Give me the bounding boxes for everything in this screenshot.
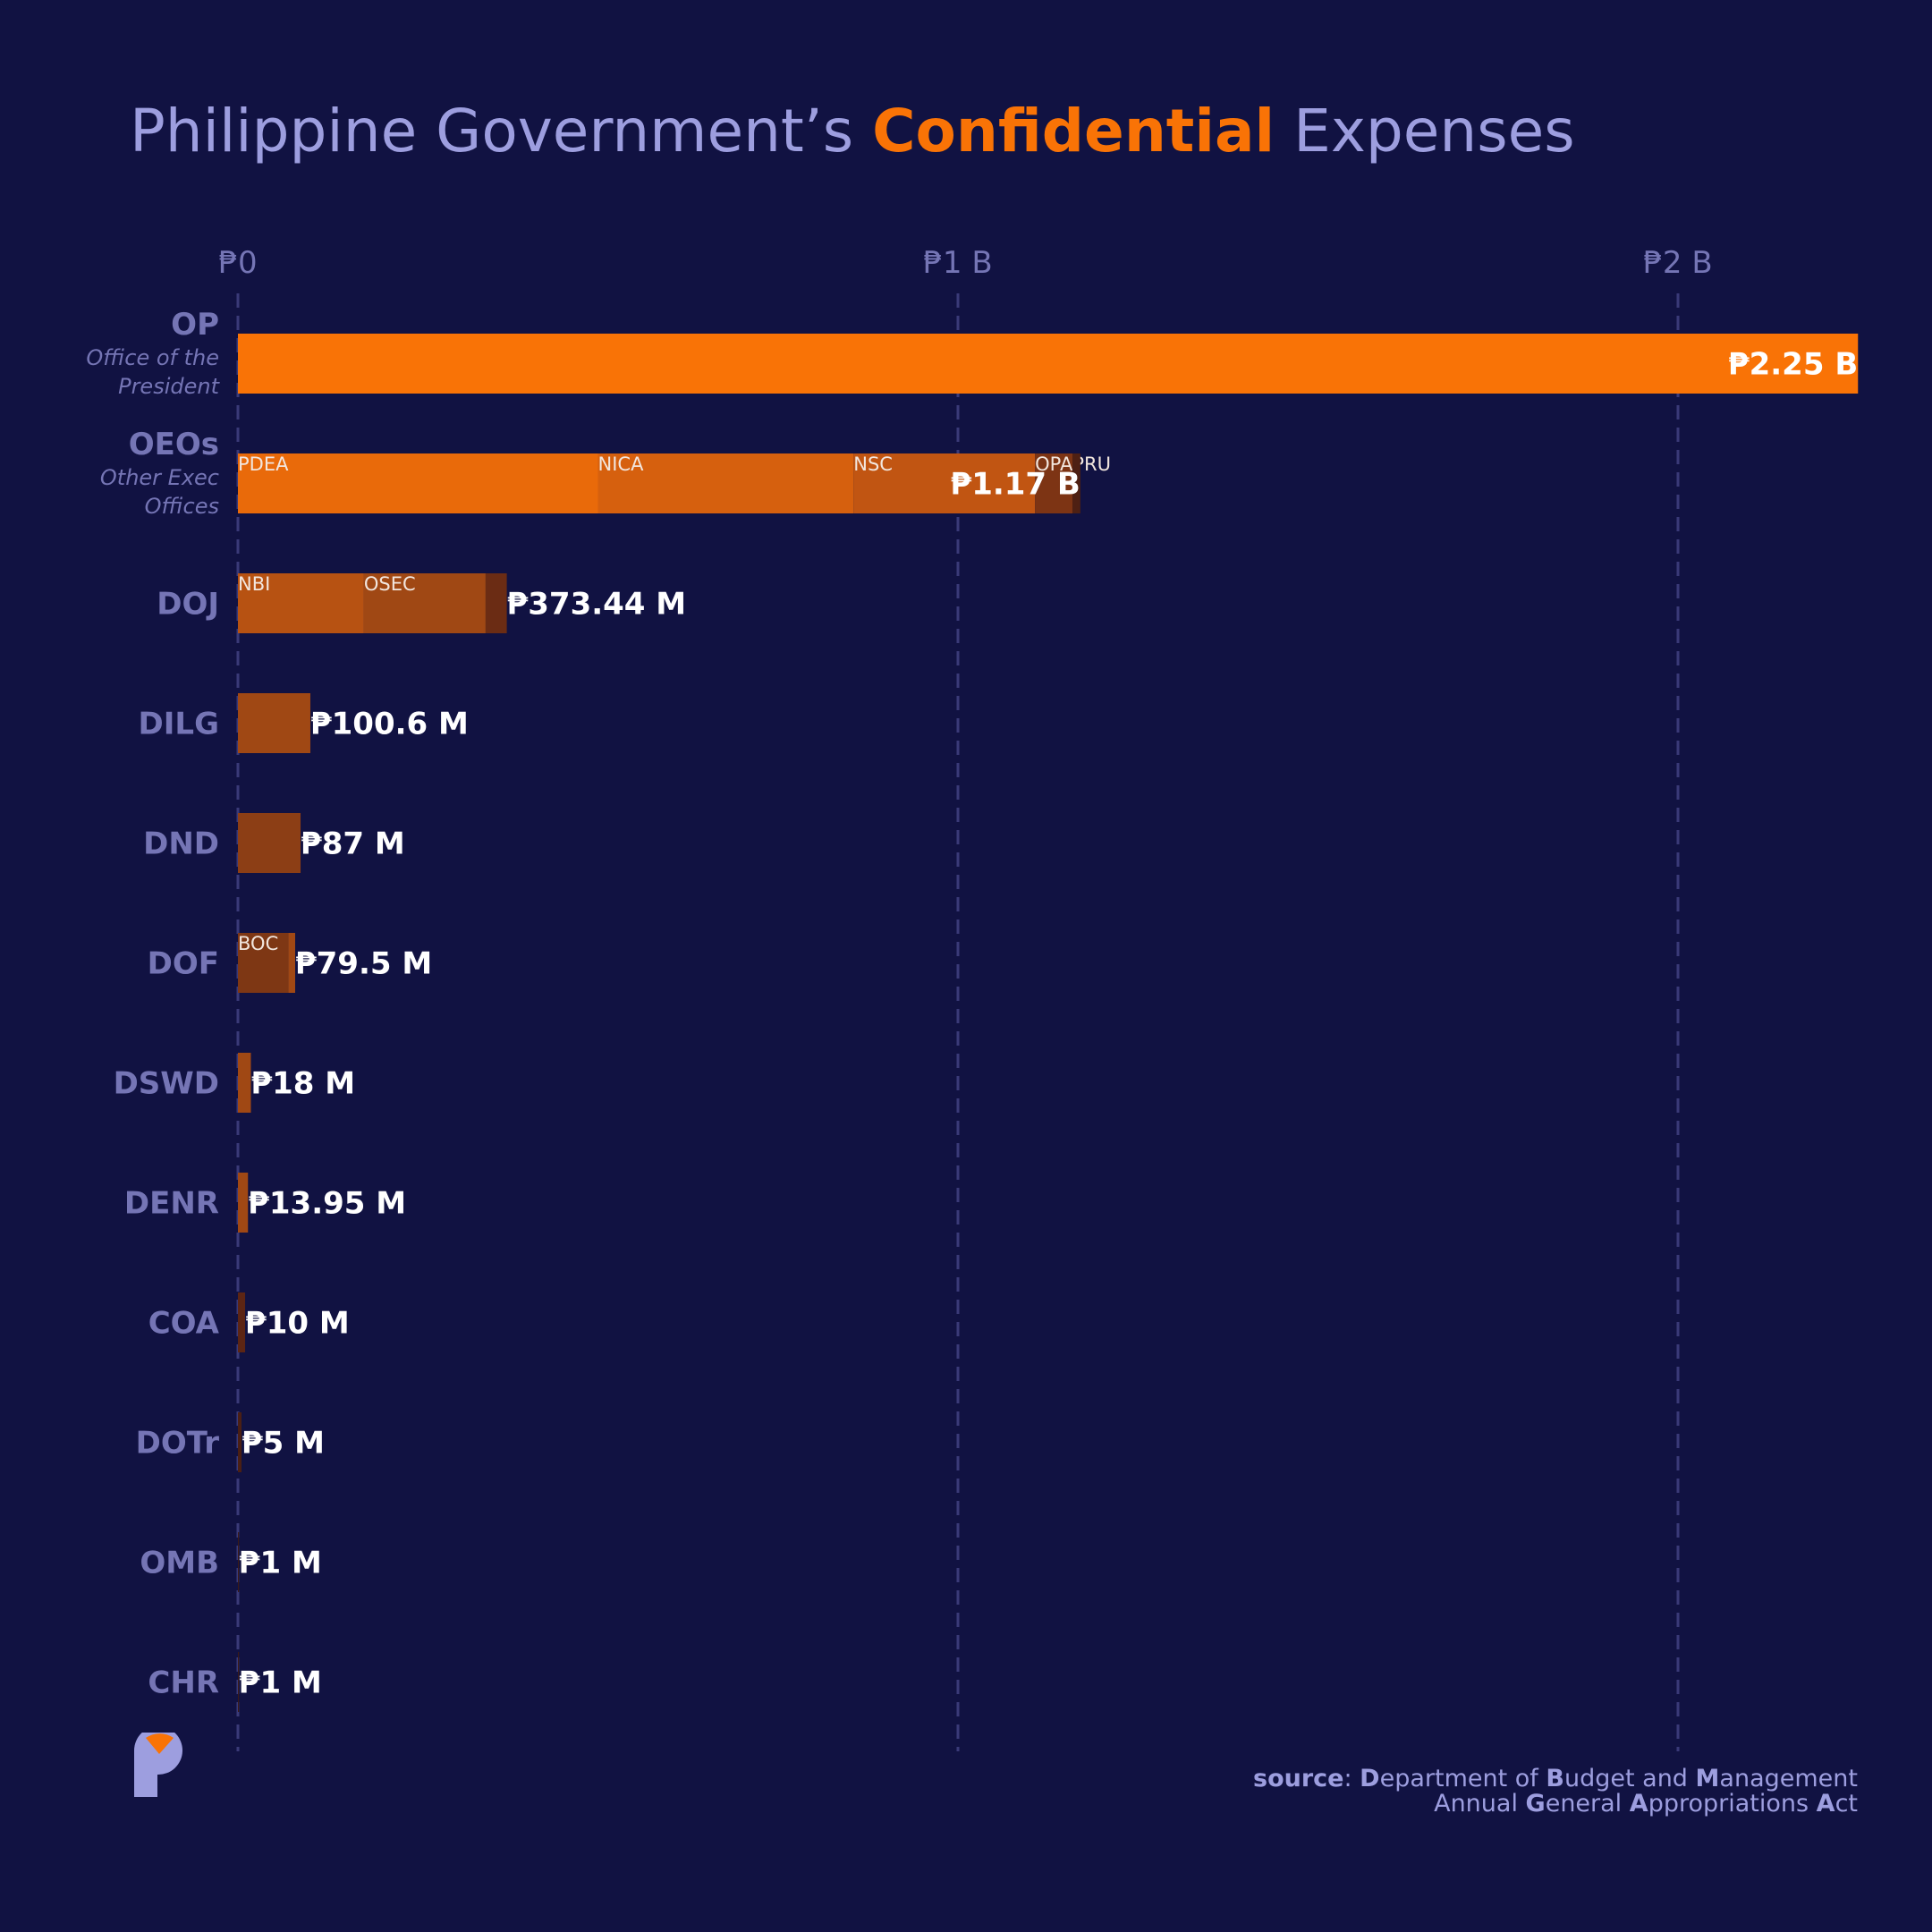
segment-label: NICA (598, 453, 645, 475)
bar-segment (238, 1053, 251, 1113)
segment-label: NBI (238, 573, 270, 595)
bar-segment (853, 453, 1036, 513)
source-text: Annual (1434, 1790, 1526, 1818)
source-text: source (1253, 1765, 1344, 1792)
bar-segment (1035, 453, 1072, 513)
bar-segment (238, 1292, 246, 1352)
bar-segment (1072, 453, 1080, 513)
category-label: DILG (139, 707, 219, 742)
category-sublabel: Offices (145, 494, 219, 519)
source-text: A (1629, 1790, 1648, 1818)
value-label: ₱10 M (245, 1306, 350, 1342)
source-text: ct (1835, 1790, 1858, 1818)
source-text: epartment of (1379, 1765, 1546, 1792)
x-tick-label: ₱0 (218, 245, 257, 281)
category-label: DENR (124, 1186, 219, 1222)
category-label: OEOs (129, 427, 219, 462)
value-label: ₱1.17 B (951, 467, 1080, 503)
bar-segment (238, 453, 598, 513)
source-text: M (1695, 1765, 1720, 1792)
bar-segment (238, 933, 289, 993)
bar-segment (288, 933, 295, 993)
source-text: udget and (1563, 1765, 1696, 1792)
bar-segment (238, 813, 301, 873)
p-logo-icon (134, 1733, 182, 1797)
value-label: ₱18 M (250, 1066, 355, 1102)
segment-label: NSC (853, 453, 893, 475)
source-text: D (1360, 1765, 1380, 1792)
bar-segment (597, 453, 854, 513)
category-label: OP (171, 307, 219, 343)
source-text: B (1546, 1765, 1564, 1792)
source-line-1: source: Department of Budget and Managem… (1253, 1767, 1858, 1792)
bar-segment (238, 334, 1859, 394)
category-sublabel: President (118, 374, 220, 399)
value-label: ₱87 M (301, 826, 405, 862)
category-label: CHR (148, 1665, 219, 1701)
source-text: : (1343, 1765, 1360, 1792)
chart-title: Philippine Government’s Confidential Exp… (130, 97, 1575, 165)
category-sublabel: Other Exec (100, 465, 219, 490)
source-text: anagement (1719, 1765, 1858, 1792)
bar-segment (485, 573, 507, 633)
value-label: ₱79.5 M (295, 946, 432, 982)
category-label: DOF (148, 946, 219, 982)
value-label: ₱100.6 M (310, 707, 469, 742)
segment-label: PDEA (238, 453, 289, 475)
category-label: COA (148, 1306, 220, 1342)
x-tick-label: ₱2 B (1643, 245, 1712, 281)
source-text: ppropriations (1648, 1790, 1817, 1818)
segment-label: OSEC (364, 573, 416, 595)
bar-segment (363, 573, 486, 633)
value-label: ₱5 M (242, 1426, 325, 1462)
category-label: DOJ (157, 587, 219, 623)
value-label: ₱1 M (239, 1665, 322, 1701)
category-sublabel: Office of the (86, 345, 219, 370)
title-highlight: Confidential (872, 97, 1275, 165)
value-label: ₱373.44 M (507, 587, 687, 623)
x-tick-label: ₱1 B (923, 245, 992, 281)
bar-segment (238, 573, 364, 633)
category-label: DOTr (136, 1426, 220, 1462)
category-label: DND (143, 826, 219, 862)
bar-segment (238, 693, 310, 753)
segment-label: BOC (238, 933, 278, 954)
bar-segment (238, 1652, 240, 1712)
source-text: A (1816, 1790, 1835, 1818)
source-text: eneral (1545, 1790, 1630, 1818)
value-label: ₱1 M (239, 1546, 322, 1581)
source-note: source: Department of Budget and Managem… (1253, 1767, 1858, 1817)
source-line-2: Annual General Appropriations Act (1253, 1792, 1858, 1817)
category-label: DSWD (114, 1066, 219, 1102)
title-part2: Expenses (1275, 97, 1575, 165)
bar-segment (238, 1412, 242, 1472)
bar-segment (238, 1532, 240, 1592)
title-part1: Philippine Government’s (130, 97, 873, 165)
category-label: OMB (140, 1546, 219, 1581)
bar-segment (238, 1173, 249, 1233)
value-label: ₱13.95 M (248, 1186, 406, 1222)
value-label: ₱2.25 B (1728, 347, 1858, 383)
source-text: G (1525, 1790, 1546, 1818)
